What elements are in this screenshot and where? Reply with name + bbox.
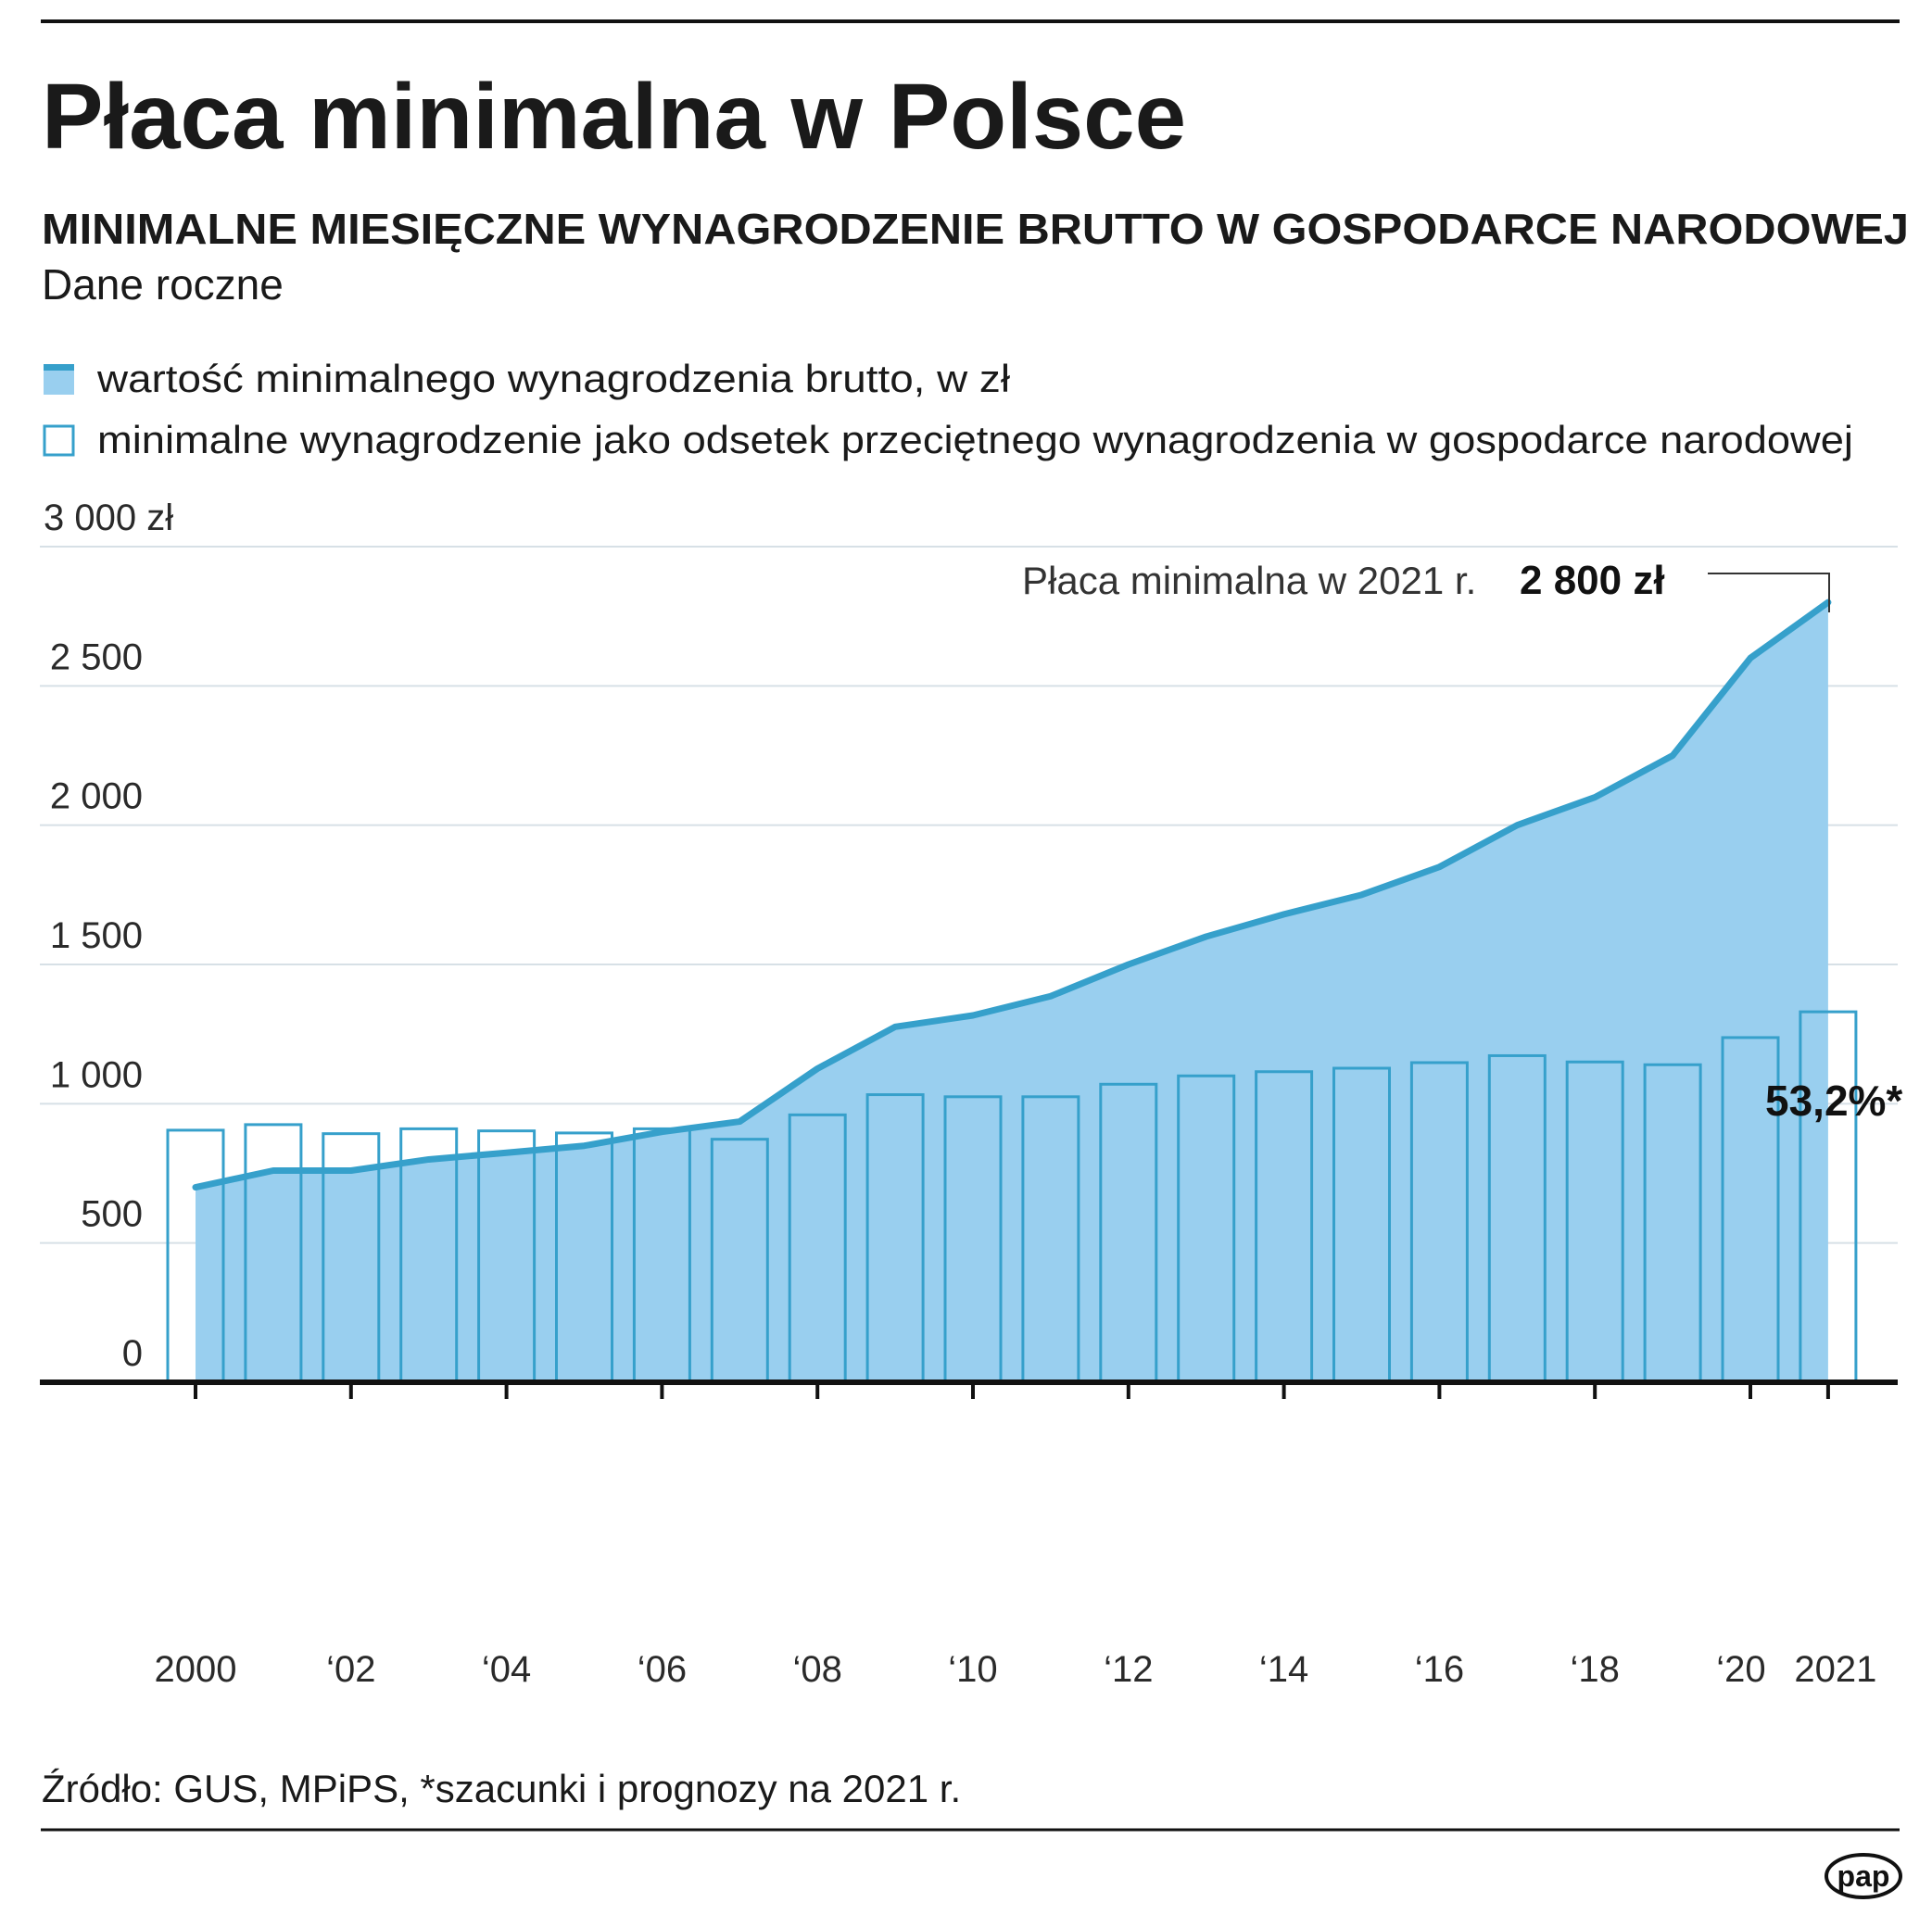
x-tick-label: ‘18 — [1571, 1649, 1620, 1690]
pap-logo: pap — [1825, 1853, 1902, 1899]
legend-label-ratio: minimalne wynagrodzenie jako odsetek prz… — [97, 418, 1853, 461]
y-tick-label: 1 000 — [50, 1054, 143, 1095]
source-note: Źródło: GUS, MPiPS, *szacunki i prognozy… — [42, 1767, 961, 1810]
x-tick-label: ‘12 — [1104, 1649, 1153, 1690]
outline-bar-swatch-icon — [43, 424, 75, 457]
annotation-2021: Płaca minimalna w 2021 r. 2 800 zł — [1022, 558, 1830, 612]
legend: wartość minimalnego wynagrodzenia brutto… — [43, 357, 1853, 461]
chart-subtitle: MINIMALNE MIESIĘCZNE WYNAGRODZENIE BRUTT… — [42, 205, 1909, 253]
x-axis-ticks: 2000 ‘02 ‘04 ‘06 ‘08 ‘10 ‘12 ‘14 ‘16 ‘18 ‘20 2021 — [155, 1382, 1876, 1690]
x-tick-label: 2000 — [155, 1649, 237, 1690]
frequency-note: Dane roczne — [42, 260, 284, 309]
page-title: Płaca minimalna w Polsce — [42, 65, 1186, 169]
y-tick-label: 2 500 — [50, 636, 143, 677]
line-swatch-icon — [44, 364, 74, 371]
bar-annotation-2021: 53,2%* — [1765, 1077, 1902, 1125]
y-tick-label: 500 — [81, 1194, 143, 1235]
legend-label-wage: wartość minimalnego wynagrodzenia brutto… — [96, 357, 1011, 400]
y-tick-label: 0 — [122, 1333, 143, 1374]
annotation-value: 2 800 zł — [1520, 558, 1665, 603]
y-tick-label: 1 500 — [50, 915, 143, 956]
x-tick-label: ‘14 — [1259, 1649, 1308, 1690]
y-tick-label: 2 000 — [50, 776, 143, 817]
x-tick-label: ‘02 — [326, 1649, 375, 1690]
x-tick-label: ‘06 — [638, 1649, 687, 1690]
legend-item-wage: wartość minimalnego wynagrodzenia brutto… — [44, 357, 1011, 400]
x-tick-label: 2021 — [1794, 1649, 1876, 1690]
wage-area — [196, 602, 1828, 1382]
wage-line — [192, 598, 1832, 1191]
y-tick-label: 3 000 zł — [44, 498, 173, 538]
x-tick-label: ‘10 — [948, 1649, 997, 1690]
x-tick-label: ‘08 — [793, 1649, 842, 1690]
y-axis-labels: 0 500 1 000 1 500 2 000 2 500 3 000 zł — [44, 498, 173, 1374]
x-tick-label: ‘16 — [1415, 1649, 1464, 1690]
annotation-text: Płaca minimalna w 2021 r. — [1022, 559, 1476, 602]
x-tick-label: ‘20 — [1716, 1649, 1765, 1690]
x-tick-label: ‘04 — [482, 1649, 531, 1690]
svg-text:pap: pap — [1837, 1859, 1890, 1893]
annotation-leader-line — [1708, 573, 1830, 612]
legend-item-ratio: minimalne wynagrodzenie jako odsetek prz… — [43, 418, 1853, 461]
